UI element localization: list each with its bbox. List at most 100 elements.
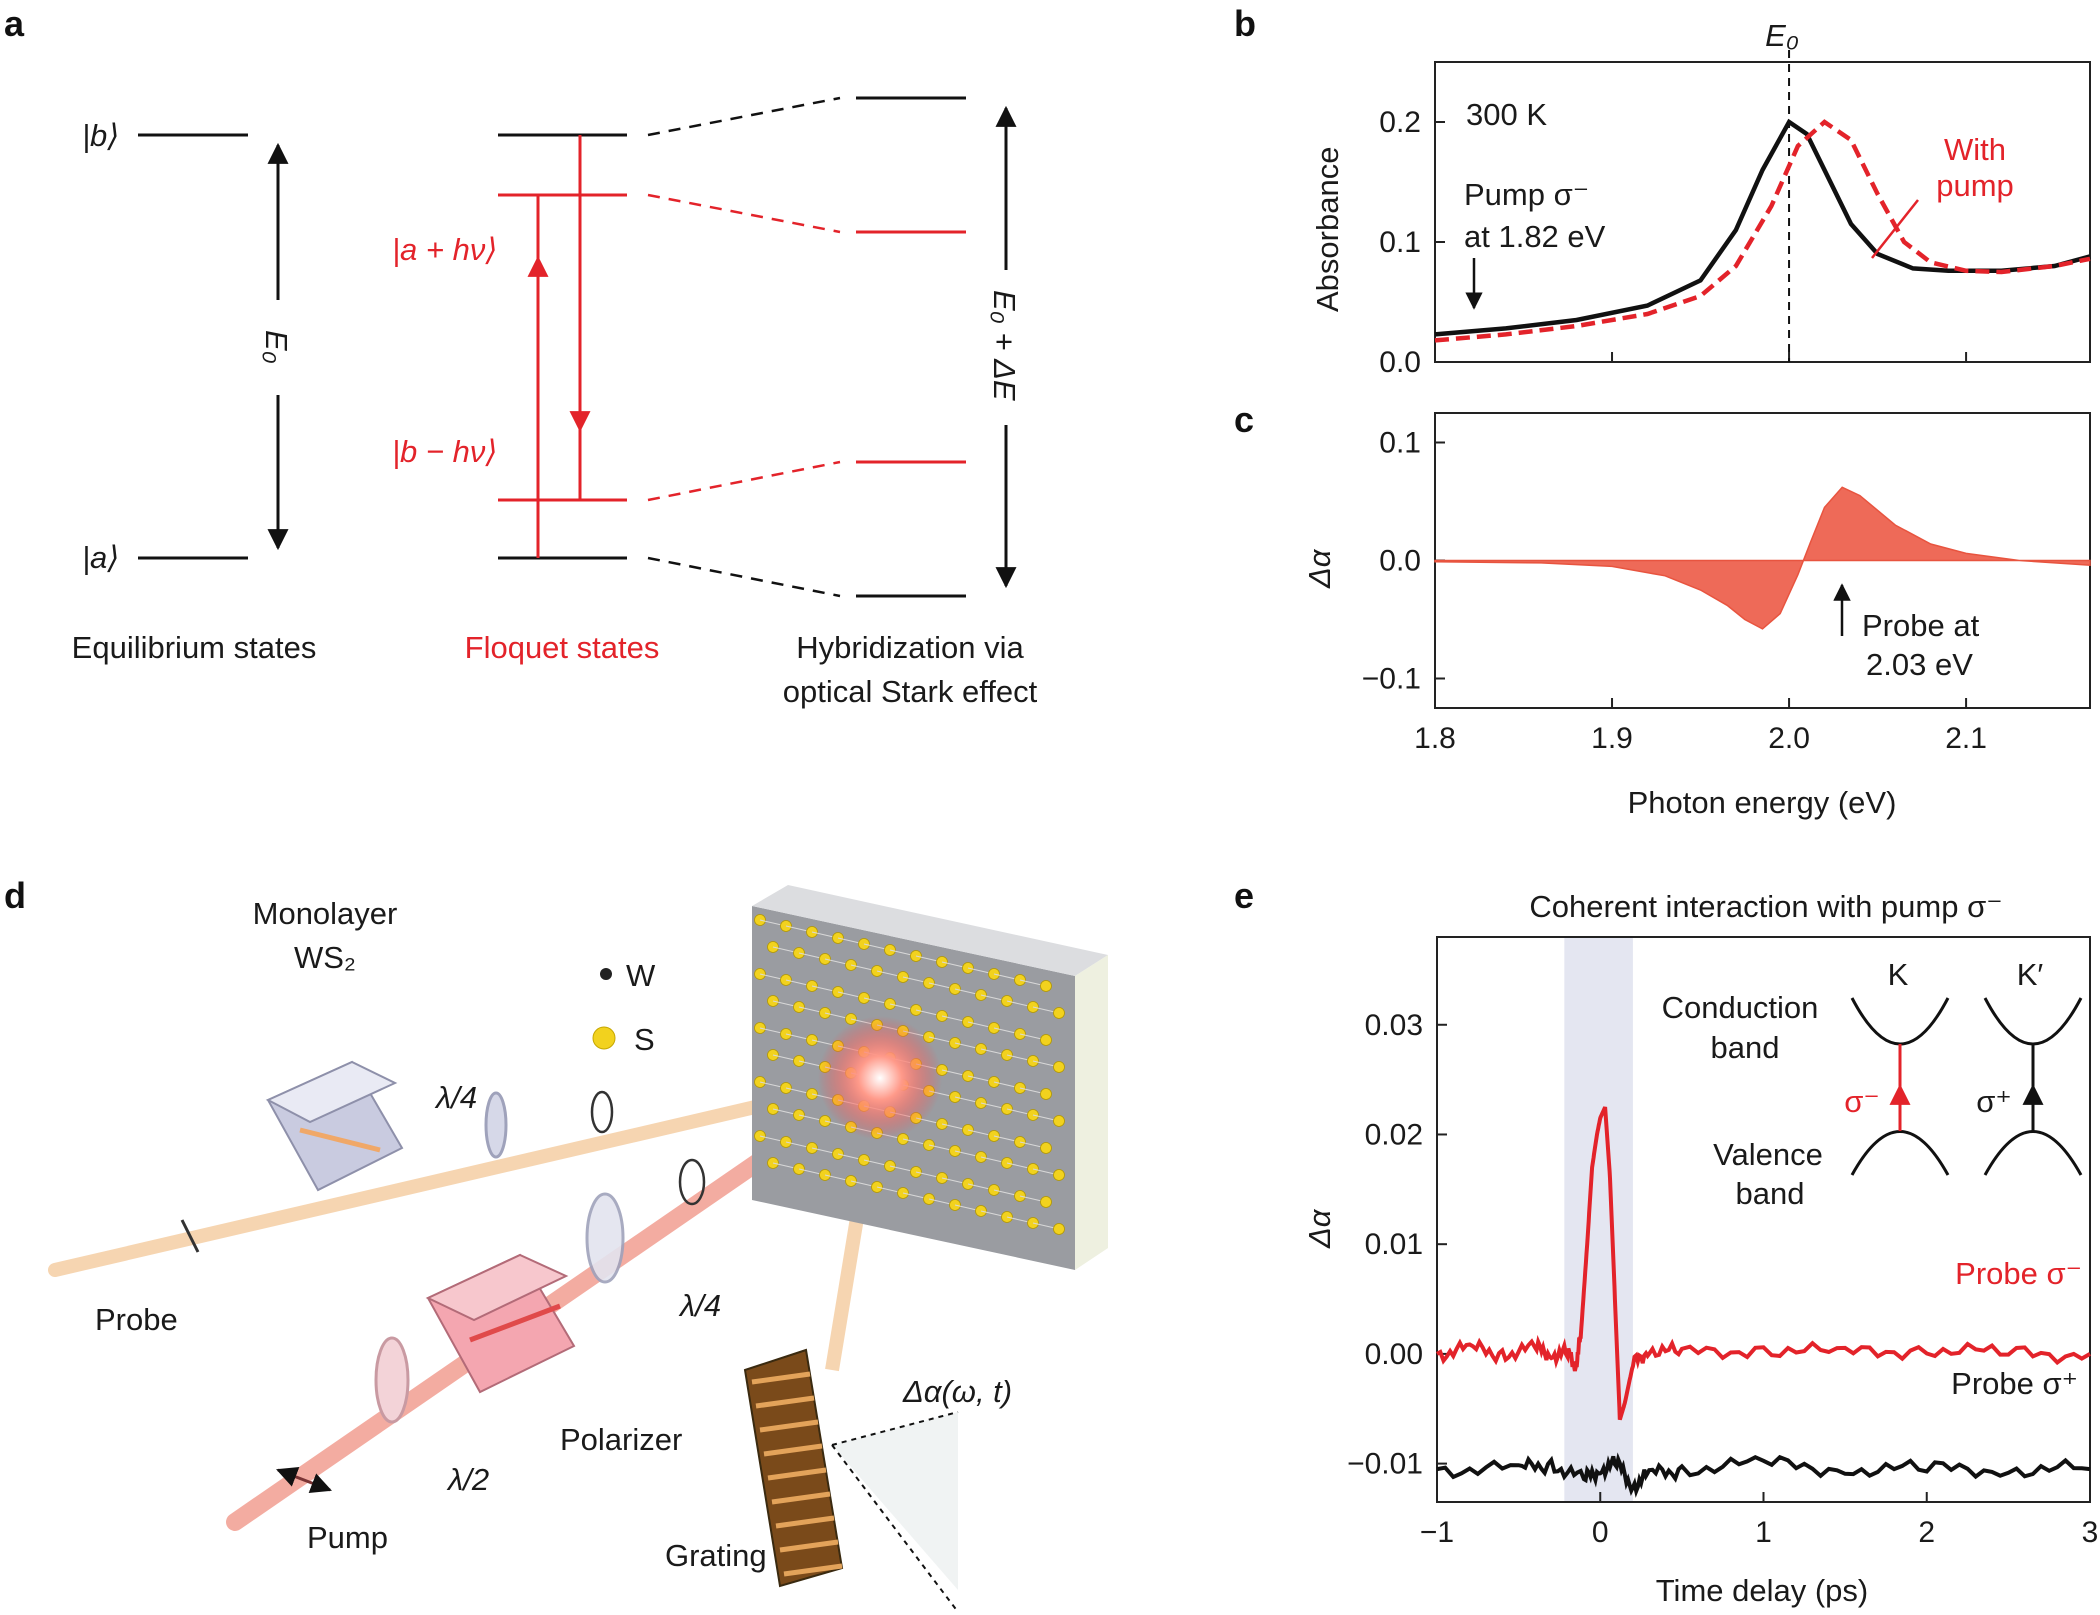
ket-a: |a⟩: [82, 540, 119, 575]
s-atom: [1053, 1007, 1065, 1019]
grating-groove: [771, 1491, 831, 1505]
temp-label: 300 K: [1466, 97, 1547, 132]
connector-b-minus: [647, 460, 841, 502]
valence-label-2: band: [1736, 1176, 1805, 1211]
k-conduction-band: [1850, 997, 1950, 1046]
sigma-plus-label: σ⁺: [1976, 1084, 2012, 1119]
grating-label: Grating: [665, 1538, 767, 1573]
panel-a-letter: a: [4, 3, 25, 44]
spectrum-edge-bottom: [831, 1444, 959, 1613]
plot-b-ticks: 0.0 0.1 0.2: [1379, 106, 1968, 379]
panel-c-letter: c: [1234, 399, 1254, 440]
with-pump-label-2: pump: [1936, 168, 2014, 203]
plot-e-xtick-label: 2: [1918, 1516, 1935, 1549]
k-prime-label: K′: [2017, 957, 2044, 992]
connector-b: [647, 96, 841, 137]
caption-hybridization-2: optical Stark effect: [783, 674, 1038, 709]
plot-e-ytick-label: −0.01: [1347, 1448, 1423, 1481]
ket-b: |b⟩: [82, 118, 119, 153]
sample-top-edge: [752, 885, 1108, 976]
s-atom: [1040, 1034, 1052, 1046]
lambda2-label: λ/2: [446, 1462, 489, 1497]
plot-c-ytick-label: −0.1: [1362, 663, 1421, 696]
panel-b-letter: b: [1234, 3, 1256, 44]
probe-label-1: Probe at: [1862, 608, 1980, 643]
lambda4-mid-label: λ/4: [678, 1288, 721, 1323]
ylabel-c: Δα: [1302, 548, 1337, 589]
e0de-label: E₀ + ΔE: [987, 290, 1022, 401]
with-pump-label-1: With: [1944, 132, 2006, 167]
plot-c-ticks: −0.1 0.0 0.1 1.8 1.9 2.0 2.1: [1362, 427, 1987, 756]
ws2-label: WS₂: [294, 940, 356, 975]
with-pump-pointer: [1871, 199, 1919, 259]
probe-label: Probe: [95, 1302, 178, 1337]
xlabel-e: Time delay (ps): [1656, 1573, 1868, 1608]
spectrum-edge-top: [831, 1411, 959, 1446]
panel-e: e Coherent interaction with pump σ⁻ −0.0…: [1234, 875, 2098, 1608]
floquet-a-label: |a + hν⟩: [392, 232, 497, 267]
connector-a-plus: [647, 193, 841, 234]
sample-side-edge: [1075, 955, 1108, 1270]
plot-e-xtick-label: 0: [1592, 1516, 1609, 1549]
plot-e-xtick-label: −1: [1420, 1516, 1454, 1549]
grating-groove: [759, 1419, 819, 1433]
linear-polarization-icon-probe: [180, 1219, 200, 1253]
plot-c-xtick-label: 2.1: [1945, 722, 1987, 755]
s-label: S: [634, 1022, 655, 1057]
quarter-waveplate-probe: [484, 1091, 508, 1159]
plot-e-ytick-label: 0.01: [1365, 1228, 1423, 1261]
s-atom: [1053, 1223, 1065, 1235]
plot-e-ytick-label: 0.00: [1365, 1338, 1423, 1371]
circular-polarization-icon-probe: [590, 1090, 614, 1134]
probe-label-2: 2.03 eV: [1866, 647, 1973, 682]
sigma-minus-label: σ⁻: [1844, 1084, 1880, 1119]
prism-upper: [265, 1060, 404, 1192]
s-atom: [1040, 1088, 1052, 1100]
circular-polarization-icon-pump: [678, 1158, 706, 1206]
k-label: K: [1888, 957, 1909, 992]
grating-groove: [779, 1539, 839, 1553]
s-atom: [1040, 1142, 1052, 1154]
plot-b-ytick-label: 0.0: [1379, 346, 1421, 379]
probe-minus-label: Probe σ⁻: [1955, 1256, 2082, 1291]
title-e: Coherent interaction with pump σ⁻: [1529, 889, 2002, 924]
s-atom: [1040, 1196, 1052, 1208]
e0-label: E₀: [259, 330, 294, 364]
series-with-pump: [1434, 119, 2091, 343]
delta-alpha-omega-t-label: Δα(ω, t): [902, 1374, 1012, 1409]
plot-c-ytick-label: 0.1: [1379, 427, 1421, 460]
plot-e-ticks: −0.01 0.00 0.01 0.02 0.03 −1 0 1 2 3: [1347, 1009, 2098, 1549]
xlabel-c: Photon energy (eV): [1628, 785, 1897, 820]
s-atom-icon: [592, 1026, 616, 1050]
monolayer-label: Monolayer: [253, 896, 398, 931]
e0-marker: E₀: [1765, 18, 1799, 53]
grating-groove: [751, 1371, 811, 1385]
w-label: W: [626, 958, 656, 993]
panel-e-letter: e: [1234, 875, 1254, 916]
grating-groove: [763, 1443, 823, 1457]
caption-hybridization-1: Hybridization via: [796, 630, 1024, 665]
plot-e-ytick-label: 0.03: [1365, 1009, 1423, 1042]
valence-label-1: Valence: [1713, 1137, 1823, 1172]
connector-a: [647, 556, 841, 598]
floquet-b-label: |b − hν⟩: [392, 434, 497, 469]
s-atom: [1053, 1115, 1065, 1127]
plot-e-xtick-label: 3: [2082, 1516, 2099, 1549]
plot-c-ytick-label: 0.0: [1379, 545, 1421, 578]
grating-groove: [775, 1515, 835, 1529]
s-atom: [1053, 1169, 1065, 1181]
caption-floquet: Floquet states: [465, 630, 660, 665]
quarter-waveplate-pump: [585, 1192, 625, 1284]
linear-polarization-icon-pump: [276, 1466, 332, 1494]
caption-equilibrium: Equilibrium states: [72, 630, 317, 665]
kprime-conduction-band: [1983, 997, 2083, 1046]
plot-b-ytick-label: 0.2: [1379, 106, 1421, 139]
plot-b-ytick-label: 0.1: [1379, 226, 1421, 259]
polarizer-label: Polarizer: [560, 1422, 682, 1457]
plot-c-xtick-label: 1.9: [1591, 722, 1633, 755]
spectrum-fan: [832, 1412, 958, 1590]
panel-c: c −0.1 0.0 0.1 1.8 1.9 2.0 2.1 Probe at 2.03 e…: [1234, 399, 2091, 820]
panel-d: d W S Monolayer WS₂: [4, 875, 1108, 1613]
lambda4-top-label: λ/4: [434, 1080, 477, 1115]
